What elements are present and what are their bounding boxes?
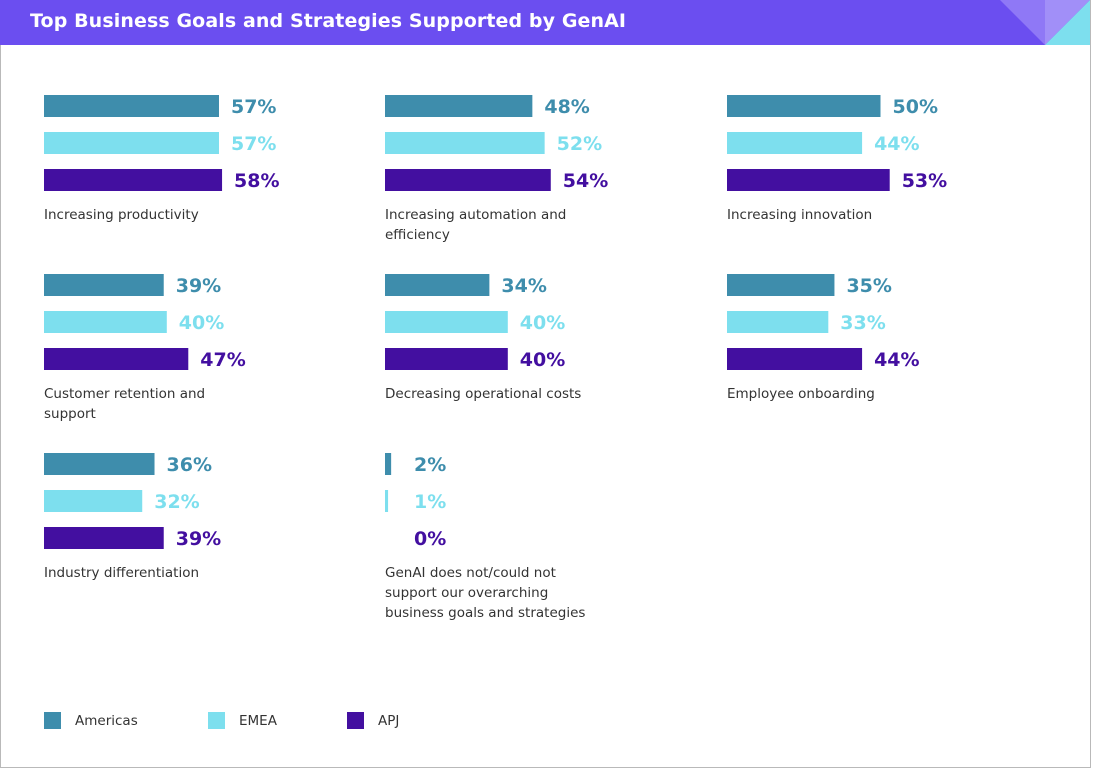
category-label: Customer retention and (44, 386, 205, 402)
bar-emea-0 (44, 132, 219, 154)
value-label-emea-0: 57% (231, 133, 276, 155)
bar-apj-2 (727, 169, 890, 191)
value-label-americas-5: 35% (846, 275, 891, 297)
category-label: business goals and strategies (385, 605, 585, 621)
legend-swatch-emea (208, 712, 225, 729)
category-label: Increasing automation and (385, 207, 566, 223)
value-label-emea-6: 32% (154, 491, 199, 513)
bar-emea-2 (727, 132, 863, 154)
bar-americas-0 (44, 95, 219, 117)
bar-americas-5 (727, 274, 835, 296)
legend-label-americas: Americas (75, 713, 138, 729)
bar-emea-4 (385, 311, 508, 333)
header-bar: Top Business Goals and Strategies Suppor… (0, 0, 1090, 45)
bar-apj-3 (44, 348, 189, 370)
bar-emea-7 (385, 490, 389, 512)
category-label: Decreasing operational costs (385, 386, 581, 402)
bar-apj-5 (727, 348, 863, 370)
header-decoration (1000, 0, 1090, 45)
legend-swatch-apj (347, 712, 364, 729)
bar-americas-1 (385, 95, 533, 117)
value-label-americas-3: 39% (176, 275, 221, 297)
value-label-apj-1: 54% (563, 170, 608, 192)
chart-title: Top Business Goals and Strategies Suppor… (30, 10, 627, 32)
value-label-emea-7: 1% (414, 491, 446, 513)
value-label-americas-1: 48% (544, 96, 589, 118)
bar-emea-6 (44, 490, 143, 512)
category-label: support our overarching (385, 585, 548, 601)
bar-emea-1 (385, 132, 545, 154)
value-label-apj-4: 40% (520, 349, 565, 371)
value-label-americas-0: 57% (231, 96, 276, 118)
bar-emea-5 (727, 311, 829, 333)
value-label-apj-2: 53% (902, 170, 947, 192)
category-label: Increasing innovation (727, 207, 872, 223)
value-label-emea-2: 44% (874, 133, 919, 155)
value-label-americas-7: 2% (414, 454, 446, 476)
value-label-americas-4: 34% (501, 275, 546, 297)
value-label-apj-7: 0% (414, 528, 446, 550)
bar-emea-3 (44, 311, 167, 333)
bar-americas-3 (44, 274, 164, 296)
value-label-apj-6: 39% (176, 528, 221, 550)
bar-apj-4 (385, 348, 508, 370)
value-label-apj-3: 47% (200, 349, 245, 371)
category-label: support (44, 406, 96, 422)
value-label-americas-2: 50% (893, 96, 938, 118)
category-label: efficiency (385, 227, 450, 243)
value-label-apj-0: 58% (234, 170, 279, 192)
legend-label-emea: EMEA (239, 713, 278, 729)
category-label: Increasing productivity (44, 207, 199, 223)
legend-swatch-americas (44, 712, 61, 729)
bar-americas-4 (385, 274, 490, 296)
value-label-emea-3: 40% (179, 312, 224, 334)
value-label-emea-1: 52% (557, 133, 602, 155)
bar-americas-2 (727, 95, 881, 117)
value-label-americas-6: 36% (167, 454, 212, 476)
value-label-apj-5: 44% (874, 349, 919, 371)
bar-americas-6 (44, 453, 155, 475)
value-label-emea-5: 33% (840, 312, 885, 334)
bar-apj-0 (44, 169, 223, 191)
category-label: Industry differentiation (44, 565, 199, 581)
value-label-emea-4: 40% (520, 312, 565, 334)
legend-label-apj: APJ (378, 713, 399, 729)
category-label: GenAI does not/could not (385, 565, 556, 581)
bar-americas-7 (385, 453, 392, 475)
category-label: Employee onboarding (727, 386, 875, 402)
bar-apj-6 (44, 527, 164, 549)
bar-apj-1 (385, 169, 551, 191)
